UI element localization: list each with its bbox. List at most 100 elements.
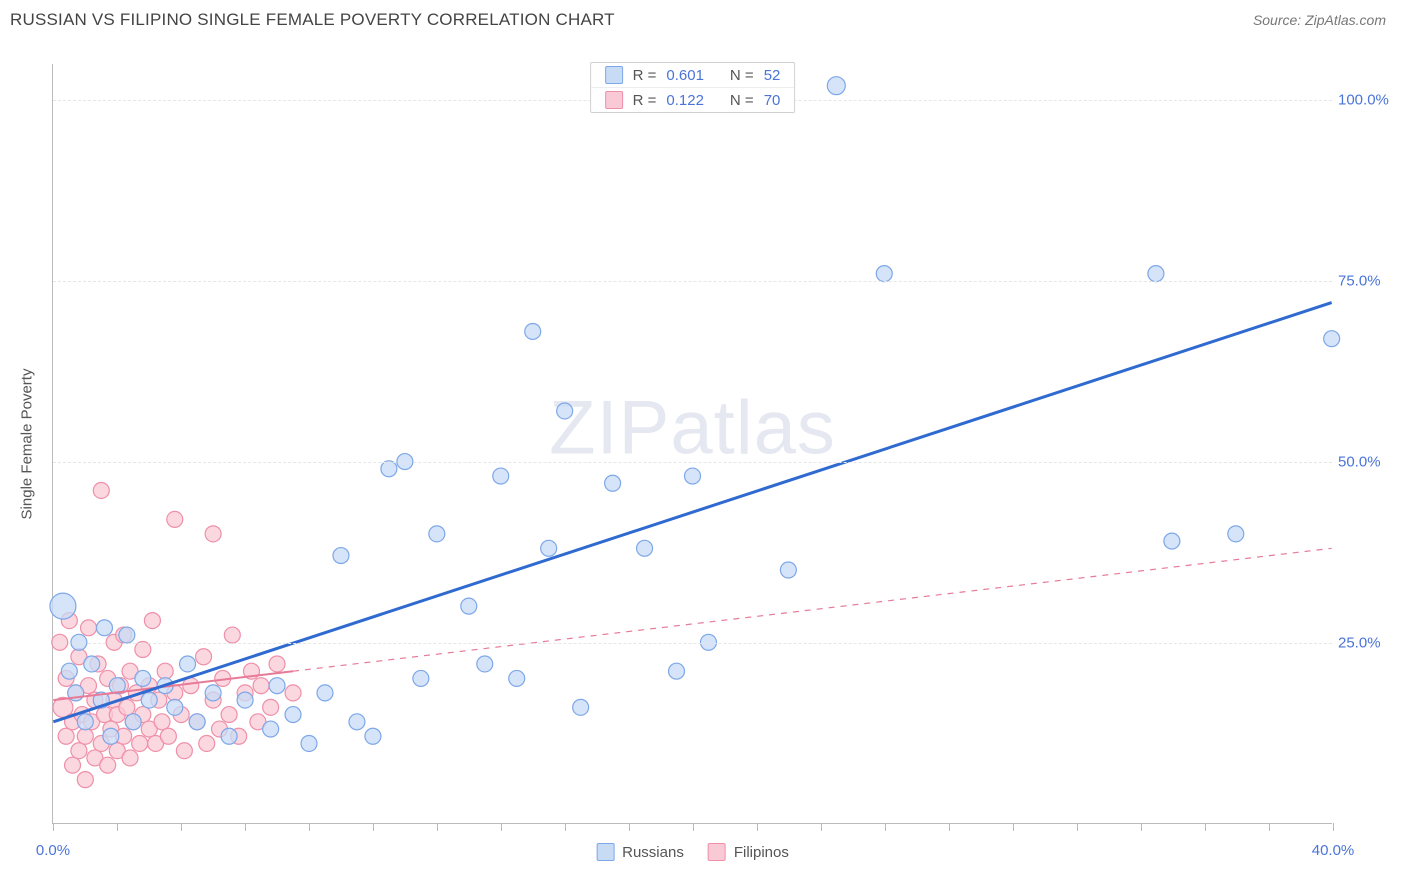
x-tick [245, 823, 246, 831]
correlation-legend-row: R = 0.122 N = 70 [591, 87, 795, 112]
data-point [61, 663, 77, 679]
data-point [573, 699, 589, 715]
x-tick-label: 40.0% [1312, 842, 1355, 859]
data-point [333, 548, 349, 564]
r-label: R = [633, 92, 657, 109]
data-point [125, 714, 141, 730]
y-tick-label: 25.0% [1338, 635, 1398, 652]
r-value: 0.122 [666, 92, 704, 109]
y-axis-title: Single Female Poverty [19, 368, 36, 519]
series-legend: Russians Filipinos [596, 843, 789, 861]
y-tick-label: 75.0% [1338, 273, 1398, 290]
data-point [205, 526, 221, 542]
data-point [685, 468, 701, 484]
data-point [669, 663, 685, 679]
data-point [132, 735, 148, 751]
data-point [77, 728, 93, 744]
x-tick [629, 823, 630, 831]
x-tick [1205, 823, 1206, 831]
data-point [269, 656, 285, 672]
scatter-svg [53, 64, 1332, 823]
data-point [263, 721, 279, 737]
x-tick [437, 823, 438, 831]
data-point [876, 266, 892, 282]
data-point [605, 475, 621, 491]
series-filipinos [52, 482, 301, 787]
data-point [205, 685, 221, 701]
data-point [269, 678, 285, 694]
data-point [81, 620, 97, 636]
legend-swatch-filipinos [605, 91, 623, 109]
data-point [493, 468, 509, 484]
data-point [157, 663, 173, 679]
x-tick [1141, 823, 1142, 831]
series-legend-item: Filipinos [708, 843, 789, 861]
n-value: 70 [764, 92, 781, 109]
x-tick [1333, 823, 1334, 831]
x-tick [693, 823, 694, 831]
data-point [285, 707, 301, 723]
y-tick-label: 100.0% [1338, 92, 1398, 109]
data-point [65, 757, 81, 773]
r-value: 0.601 [666, 67, 704, 84]
x-tick [181, 823, 182, 831]
plot-area: Single Female Poverty ZIPatlas R = 0.601… [52, 64, 1332, 824]
data-point [637, 540, 653, 556]
data-point [160, 728, 176, 744]
x-tick [821, 823, 822, 831]
series-label: Russians [622, 844, 684, 861]
data-point [96, 620, 112, 636]
x-tick [1269, 823, 1270, 831]
data-point [1324, 331, 1340, 347]
data-point [77, 714, 93, 730]
gridline-h [53, 281, 1332, 282]
data-point [189, 714, 205, 730]
trendline [53, 303, 1331, 722]
data-point [103, 728, 119, 744]
data-point [827, 77, 845, 95]
data-point [167, 511, 183, 527]
data-point [477, 656, 493, 672]
correlation-legend-row: R = 0.601 N = 52 [591, 63, 795, 87]
data-point [461, 598, 477, 614]
source-attribution: Source: ZipAtlas.com [1253, 12, 1386, 28]
data-point [1148, 266, 1164, 282]
data-point [413, 670, 429, 686]
data-point [1164, 533, 1180, 549]
legend-swatch-filipinos [708, 843, 726, 861]
n-value: 52 [764, 67, 781, 84]
chart-header: RUSSIAN VS FILIPINO SINGLE FEMALE POVERT… [0, 0, 1406, 36]
x-tick-label: 0.0% [36, 842, 70, 859]
data-point [221, 728, 237, 744]
correlation-legend: R = 0.601 N = 52 R = 0.122 N = 70 [590, 62, 796, 113]
data-point [301, 735, 317, 751]
data-point [253, 678, 269, 694]
data-point [349, 714, 365, 730]
data-point [509, 670, 525, 686]
data-point [317, 685, 333, 701]
y-tick-label: 50.0% [1338, 454, 1398, 471]
chart-container: Single Female Poverty ZIPatlas R = 0.601… [10, 44, 1396, 882]
data-point [167, 699, 183, 715]
data-point [263, 699, 279, 715]
data-point [144, 613, 160, 629]
data-point [365, 728, 381, 744]
data-point [71, 743, 87, 759]
data-point [237, 692, 253, 708]
chart-title: RUSSIAN VS FILIPINO SINGLE FEMALE POVERT… [10, 10, 615, 30]
data-point [525, 323, 541, 339]
legend-swatch-russians [596, 843, 614, 861]
series-label: Filipinos [734, 844, 789, 861]
x-tick [565, 823, 566, 831]
data-point [119, 627, 135, 643]
series-russians [50, 77, 1340, 752]
x-tick [309, 823, 310, 831]
data-point [84, 656, 100, 672]
data-point [77, 772, 93, 788]
data-point [50, 593, 76, 619]
data-point [221, 707, 237, 723]
data-point [58, 728, 74, 744]
data-point [141, 692, 157, 708]
x-tick [501, 823, 502, 831]
series-legend-item: Russians [596, 843, 684, 861]
